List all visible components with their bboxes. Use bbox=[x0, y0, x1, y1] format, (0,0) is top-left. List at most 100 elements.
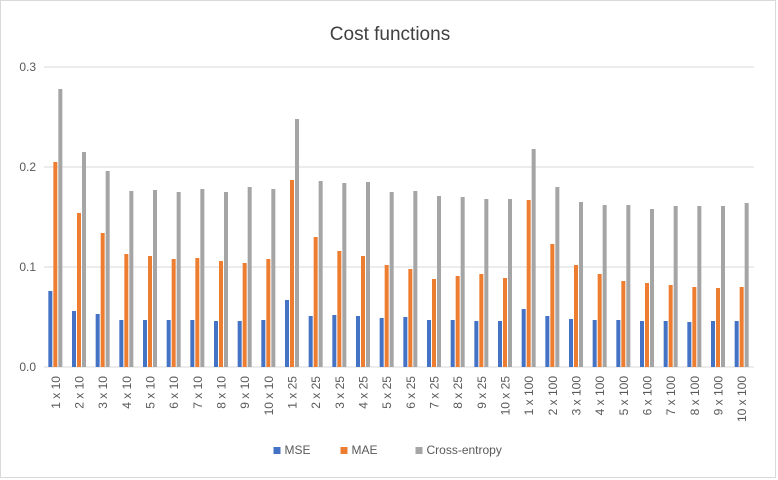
bar-mae bbox=[408, 269, 413, 367]
bar-cross-entropy bbox=[650, 209, 654, 367]
bar-mse bbox=[521, 309, 526, 367]
bar-mse bbox=[592, 320, 597, 367]
bar-cross-entropy bbox=[247, 187, 252, 367]
bar-cross-entropy bbox=[366, 182, 370, 367]
bar-cross-entropy bbox=[602, 205, 607, 367]
x-tick-label: 7 x 10 bbox=[191, 376, 205, 409]
bar-cross-entropy bbox=[58, 89, 63, 367]
bar-mse bbox=[734, 321, 739, 367]
x-tick-label: 1 x 100 bbox=[522, 376, 536, 416]
y-tick-label: 0.0 bbox=[19, 360, 36, 374]
bar-cross-entropy bbox=[176, 192, 181, 367]
legend-label: Cross-entropy bbox=[427, 443, 502, 457]
bar-cross-entropy bbox=[153, 190, 157, 367]
bar-mae bbox=[100, 233, 105, 367]
x-tick-label: 3 x 25 bbox=[333, 376, 347, 409]
bar-mse bbox=[166, 320, 171, 367]
bar-mae bbox=[597, 274, 602, 367]
x-tick-label: 2 x 25 bbox=[309, 376, 323, 409]
legend-label: MAE bbox=[352, 443, 378, 457]
legend-swatch bbox=[273, 447, 281, 454]
bar-mae bbox=[148, 256, 152, 367]
bar-mse bbox=[332, 315, 337, 367]
x-tick-label: 2 x 100 bbox=[546, 376, 560, 416]
y-tick-label: 0.3 bbox=[19, 60, 36, 74]
bar-layer bbox=[48, 89, 749, 367]
x-tick-label: 2 x 10 bbox=[73, 376, 87, 409]
bar-mae bbox=[716, 288, 720, 367]
bar-mae bbox=[432, 279, 436, 367]
bar-mse bbox=[72, 311, 76, 367]
legend-swatch bbox=[340, 447, 348, 454]
bar-cross-entropy bbox=[697, 206, 702, 367]
bar-mse bbox=[48, 291, 53, 367]
x-tick-label: 8 x 25 bbox=[451, 376, 465, 409]
bar-mse bbox=[237, 321, 242, 367]
y-tick-label: 0.1 bbox=[19, 260, 36, 274]
x-tick-label: 1 x 10 bbox=[49, 376, 63, 409]
bar-cross-entropy bbox=[295, 119, 299, 367]
legend: MSE MAE Cross-entropy bbox=[273, 443, 502, 457]
bar-mse bbox=[379, 318, 384, 367]
bar-cross-entropy bbox=[744, 203, 749, 367]
x-tick-label: 9 x 25 bbox=[475, 376, 489, 409]
bar-cross-entropy bbox=[413, 191, 418, 367]
bar-cross-entropy bbox=[129, 191, 134, 367]
bar-cross-entropy bbox=[531, 149, 536, 367]
bar-mse bbox=[119, 320, 124, 367]
bar-cross-entropy bbox=[318, 181, 323, 367]
bar-mse bbox=[569, 319, 573, 367]
x-tick-label: 3 x 100 bbox=[570, 376, 584, 416]
bar-mae bbox=[361, 256, 365, 367]
bar-mae bbox=[266, 259, 271, 367]
x-tick-label: 6 x 100 bbox=[641, 376, 655, 416]
x-tick-label: 7 x 100 bbox=[664, 376, 678, 416]
bar-mae bbox=[219, 261, 223, 367]
bar-mse bbox=[474, 321, 479, 367]
bar-cross-entropy bbox=[673, 206, 678, 367]
legend-label: MSE bbox=[285, 443, 311, 457]
bar-mae bbox=[550, 244, 555, 367]
x-tick-label: 5 x 10 bbox=[144, 376, 158, 409]
bar-mae bbox=[455, 276, 460, 367]
bar-mse bbox=[640, 321, 644, 367]
bar-cross-entropy bbox=[271, 189, 276, 367]
bar-mae bbox=[692, 287, 697, 367]
bar-mse bbox=[356, 316, 360, 367]
x-tick-label: 10 x 10 bbox=[262, 376, 276, 416]
x-tick-label: 6 x 25 bbox=[404, 376, 418, 409]
x-tick-label: 4 x 10 bbox=[120, 376, 134, 409]
bar-mae bbox=[503, 278, 507, 367]
x-tick-label: 8 x 10 bbox=[215, 376, 229, 409]
x-tick-label: 5 x 25 bbox=[380, 376, 394, 409]
bar-mse bbox=[261, 320, 266, 367]
x-tick-label: 6 x 10 bbox=[167, 376, 181, 409]
legend-swatch bbox=[415, 447, 423, 454]
bar-mse bbox=[616, 320, 621, 367]
bar-mae bbox=[621, 281, 626, 367]
bar-cross-entropy bbox=[508, 199, 512, 367]
bar-mae bbox=[242, 263, 247, 367]
x-tick-label: 1 x 25 bbox=[286, 376, 300, 409]
grid-layer bbox=[44, 66, 754, 368]
bar-mse bbox=[214, 321, 218, 367]
bar-mse bbox=[95, 314, 100, 367]
bar-mse bbox=[711, 321, 715, 367]
bar-cross-entropy bbox=[626, 205, 631, 367]
bar-cross-entropy bbox=[200, 189, 205, 367]
bar-mae bbox=[668, 285, 673, 367]
bar-mae bbox=[195, 258, 200, 367]
y-tick-label: 0.2 bbox=[19, 160, 36, 174]
bar-cross-entropy bbox=[721, 206, 725, 367]
bar-mse bbox=[498, 321, 502, 367]
x-tick-label: 9 x 100 bbox=[712, 376, 726, 416]
x-tick-label: 4 x 25 bbox=[357, 376, 371, 409]
axis-layer: 0.0 0.1 0.2 0.3 1 x 10 2 x 10 3 x 10 4 x 10 5 x … bbox=[19, 60, 749, 422]
bar-mae bbox=[290, 180, 294, 367]
x-tick-label: 4 x 100 bbox=[593, 376, 607, 416]
bar-mse bbox=[143, 320, 147, 367]
bar-mae bbox=[739, 287, 744, 367]
bar-mae bbox=[645, 283, 649, 367]
bar-mae bbox=[384, 265, 389, 367]
x-tick-label: 8 x 100 bbox=[688, 376, 702, 416]
